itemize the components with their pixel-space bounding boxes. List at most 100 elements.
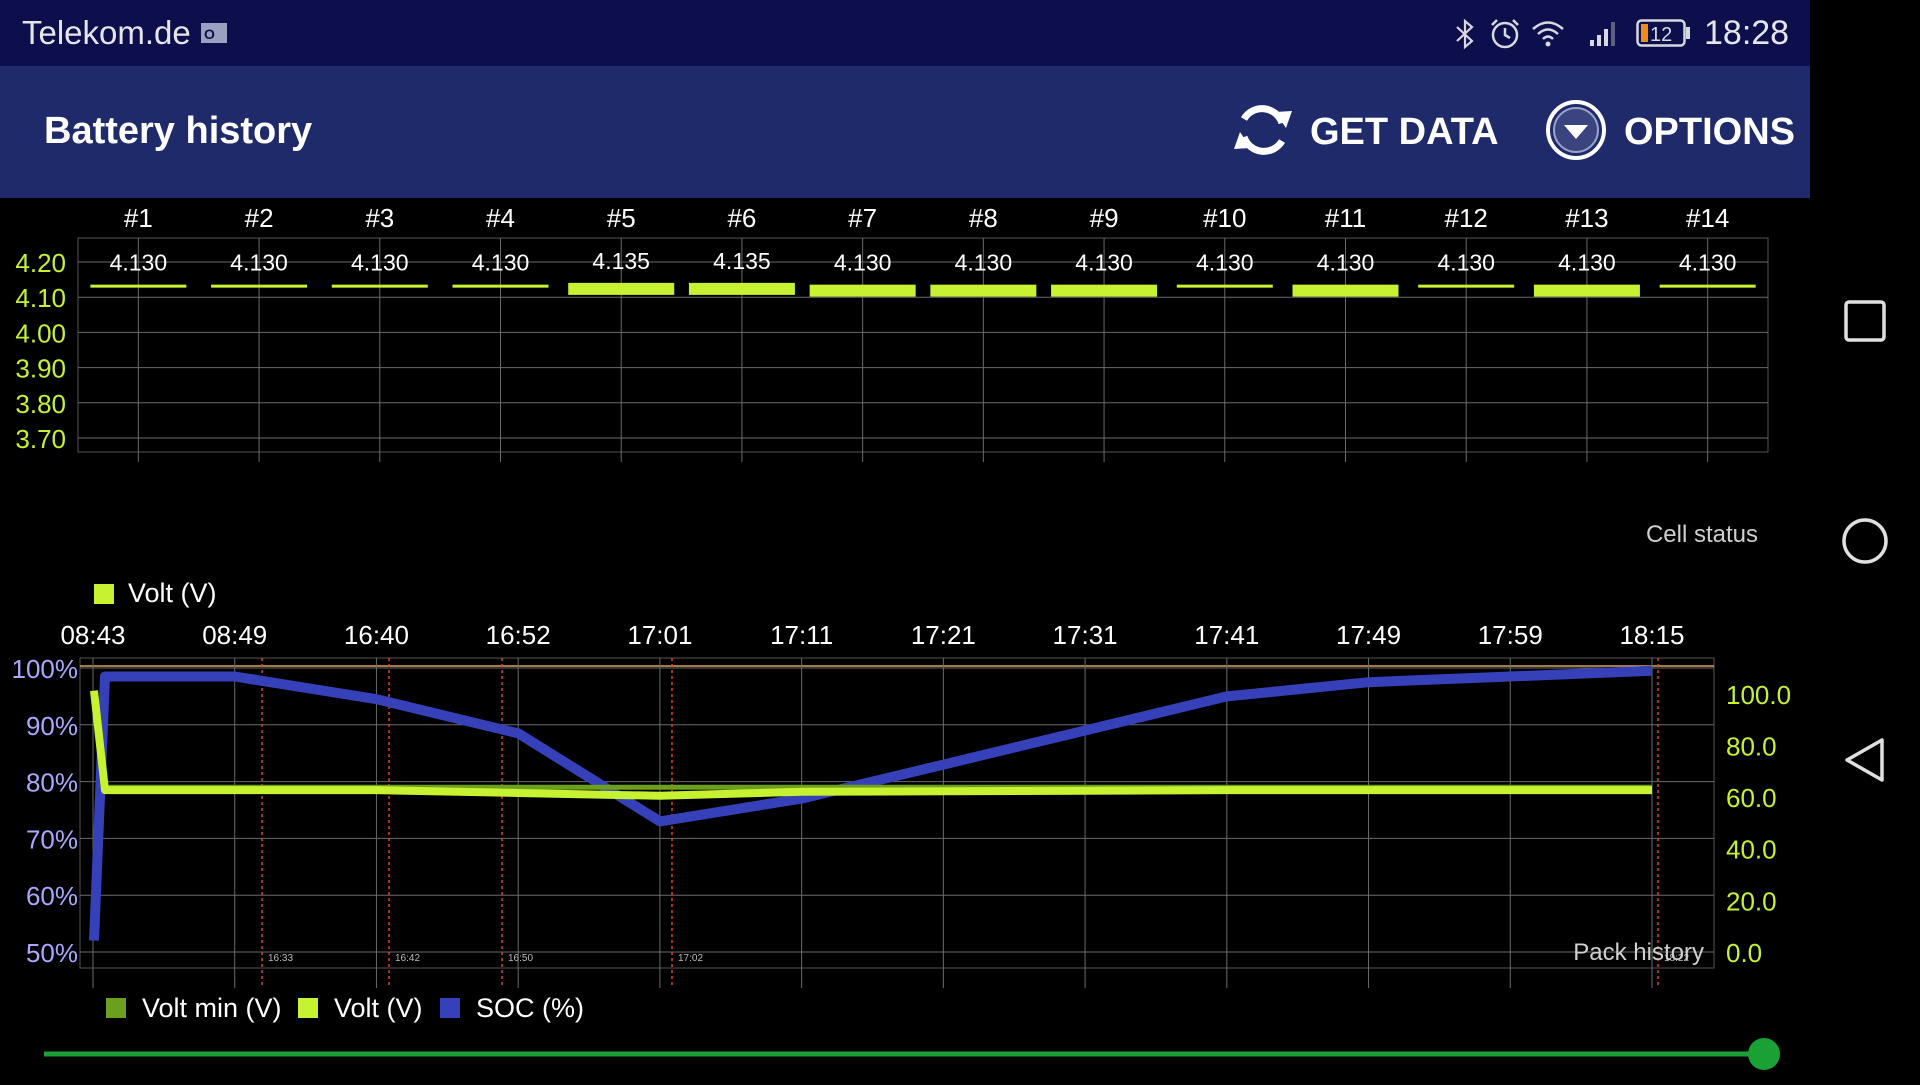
legend-label-volt-min: Volt min (V): [142, 993, 282, 1023]
cell-bar-14: [1659, 284, 1756, 288]
options-button[interactable]: OPTIONS: [1544, 99, 1796, 160]
legend-swatch-volt-top: [94, 584, 114, 604]
cell-chart-frame: [77, 237, 1769, 453]
cell-y-tick: 4.20: [15, 248, 66, 278]
clock-label: 18:28: [1704, 14, 1790, 52]
cell-category-label: #4: [486, 203, 515, 233]
pack-history-chart: 100% 90% 80% 70% 60% 50% 100.0 80.0 60.0 40.0 20.0…: [12, 620, 1791, 988]
cell-category-label: #2: [245, 203, 274, 233]
legend-swatch-volt: [298, 998, 318, 1018]
navigation-bar: [1810, 0, 1920, 1080]
cell-category-label: #3: [365, 203, 394, 233]
legend-swatch-soc: [440, 998, 460, 1018]
pack-x-tick: 08:43: [60, 620, 125, 650]
pack-x-tick: 08:49: [202, 620, 267, 650]
cell-value-label: 4.130: [1558, 250, 1616, 276]
recents-square-icon[interactable]: [1842, 298, 1888, 349]
cell-category-label: #14: [1686, 203, 1729, 233]
home-circle-icon[interactable]: [1840, 516, 1890, 571]
cell-bar-12: [1418, 284, 1515, 288]
pack-right-tick: 20.0: [1726, 886, 1777, 916]
app-bar: Battery history GET DATA OPTIONS: [0, 66, 1810, 198]
pack-x-tick: 17:01: [627, 620, 692, 650]
cell-bar-1: [90, 284, 187, 288]
session-marker-label: 17:02: [678, 953, 703, 964]
legend-label-volt: Volt (V): [334, 993, 423, 1023]
signal-icon: [1588, 18, 1620, 53]
cell-y-tick: 3.70: [15, 424, 66, 454]
session-marker-label: 16:50: [508, 953, 533, 964]
cell-category-label: #5: [607, 203, 636, 233]
session-marker-label: 16:42: [395, 953, 420, 964]
cell-category-label: #7: [848, 203, 877, 233]
cell-value-label: 4.130: [472, 250, 530, 276]
cell-value-label: 4.130: [834, 250, 892, 276]
cell-status-chart: 4.20 4.10 4.00 3.90 3.80 3.70 #1 4.130 #2 4.130 #3…: [15, 203, 1769, 462]
legend-label-volt-top: Volt (V): [128, 578, 217, 608]
cell-y-tick: 4.00: [15, 318, 66, 348]
slider-thumb[interactable]: [1748, 1038, 1780, 1070]
cell-bar-9: [1051, 284, 1158, 297]
battery-level-label: 12: [1650, 24, 1672, 46]
cell-bar-8: [930, 284, 1037, 297]
time-range-slider[interactable]: [44, 1038, 1780, 1070]
cell-chart-title: Cell status: [1646, 521, 1758, 548]
pack-x-tick: 16:52: [486, 620, 551, 650]
charts-area: 4.20 4.10 4.00 3.90 3.80 3.70 #1 4.130 #2 4.130 #3…: [0, 198, 1810, 1080]
cell-bar-13: [1533, 284, 1640, 297]
cell-value-label: 4.130: [955, 250, 1013, 276]
cell-y-tick: 4.10: [15, 283, 66, 313]
options-label: OPTIONS: [1624, 110, 1796, 153]
pack-left-tick: 60%: [26, 881, 78, 911]
session-marker-label: 16:33: [268, 953, 293, 964]
pack-right-tick: 60.0: [1726, 783, 1777, 813]
pack-x-tick: 17:11: [770, 620, 833, 650]
bluetooth-icon: [1454, 18, 1476, 55]
cell-value-label: 4.130: [110, 250, 168, 276]
alarm-icon: [1488, 17, 1522, 56]
pack-left-tick: 100%: [12, 654, 79, 684]
charts-canvas: 4.20 4.10 4.00 3.90 3.80 3.70 #1 4.130 #2 4.130 #3…: [12, 203, 1791, 1070]
carrier-label: Telekom.de: [22, 14, 191, 51]
cell-bar-11: [1292, 284, 1399, 297]
legend-swatch-volt-min: [106, 998, 126, 1018]
cell-category-label: #10: [1203, 203, 1246, 233]
cell-category-label: #8: [969, 203, 998, 233]
svg-text:O: O: [204, 26, 215, 42]
pack-right-tick: 40.0: [1726, 835, 1777, 865]
get-data-label: GET DATA: [1310, 110, 1499, 153]
status-bar: Telekom.de O 12 18:28: [0, 0, 1810, 66]
page-title: Battery history: [44, 110, 313, 152]
get-data-button[interactable]: GET DATA: [1230, 104, 1499, 160]
cell-category-label: #13: [1565, 203, 1608, 233]
cell-value-label: 4.130: [1679, 250, 1737, 276]
cell-value-label: 4.135: [713, 248, 771, 274]
pack-left-tick: 70%: [26, 824, 78, 854]
pack-x-tick: 16:40: [344, 620, 409, 650]
pack-x-tick: 17:31: [1053, 620, 1118, 650]
pack-chart-frame: [79, 657, 1715, 969]
cell-value-label: 4.130: [1196, 250, 1254, 276]
pack-left-tick: 90%: [26, 711, 78, 741]
cell-bar-10: [1176, 284, 1273, 288]
pack-x-tick: 18:15: [1619, 620, 1684, 650]
cell-category-label: #12: [1445, 203, 1488, 233]
cell-bar-5: [568, 282, 675, 295]
pack-left-tick: 50%: [26, 938, 78, 968]
pack-x-tick: 17:41: [1194, 620, 1259, 650]
cell-category-label: #9: [1090, 203, 1119, 233]
cell-value-label: 4.130: [230, 250, 288, 276]
pack-right-tick: 0.0: [1726, 938, 1762, 968]
cell-y-tick: 3.80: [15, 389, 66, 419]
cell-bar-6: [688, 282, 795, 295]
legend-label-soc: SOC (%): [476, 993, 584, 1023]
session-marker-label: 18:22: [1664, 953, 1689, 964]
wifi-icon: [1530, 17, 1566, 54]
cell-bar-2: [211, 284, 308, 288]
series-soc-line: [89, 665, 1653, 941]
mail-icon: O: [200, 22, 228, 49]
pack-right-tick: 100.0: [1726, 680, 1791, 710]
cell-value-label: 4.130: [1437, 250, 1495, 276]
back-triangle-icon[interactable]: [1842, 736, 1888, 789]
cell-value-label: 4.135: [592, 248, 650, 274]
